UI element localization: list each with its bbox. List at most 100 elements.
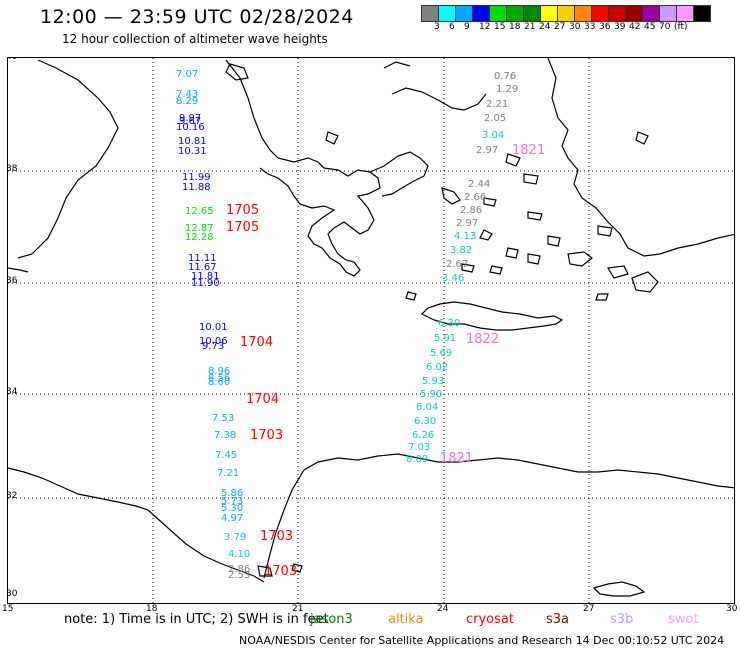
wave-height-label: 8.96 <box>208 366 231 377</box>
x-tick-label: 18 <box>146 604 158 614</box>
wave-height-label: 2.66 <box>464 192 487 203</box>
wave-height-label: 5.91 <box>434 333 457 344</box>
pass-time-label: 1703 <box>264 564 298 579</box>
x-tick-label: 30 <box>726 604 738 614</box>
color-scale-label: 21 <box>524 22 536 32</box>
satellite-legend-item: cryosat <box>466 612 514 627</box>
wave-height-label: 11.88 <box>182 182 211 193</box>
color-scale-label: 42 <box>629 22 641 32</box>
color-scale-label: 27 <box>554 22 566 32</box>
wave-height-label: 2.86 <box>228 564 251 575</box>
wave-height-label: 2.97 <box>456 218 479 229</box>
color-scale-label: 18 <box>509 22 521 32</box>
color-swatch <box>540 5 558 22</box>
wave-height-label: 12.87 <box>185 223 214 234</box>
x-tick-label: 24 <box>437 604 449 614</box>
y-tick-label: 34 <box>7 387 18 397</box>
wave-height-label: 2.67 <box>446 259 469 270</box>
wave-height-label: 8.29 <box>176 96 199 107</box>
wave-height-label: 4.10 <box>228 549 251 560</box>
wave-height-label: 8.09 <box>406 454 429 465</box>
color-scale-label: 33 <box>584 22 596 32</box>
satellite-legend-item: s3a <box>546 612 570 627</box>
wave-height-label: 5.73 <box>221 496 244 507</box>
pass-time-label: 1705 <box>226 203 260 218</box>
wave-height-label: 5.93 <box>422 376 445 387</box>
wave-height-label: 10.06 <box>199 336 228 347</box>
wave-height-label: 11.90 <box>191 278 220 289</box>
color-swatch <box>523 5 541 22</box>
wave-height-label: 7.53 <box>212 413 235 424</box>
color-scale-label: 9 <box>464 22 470 32</box>
color-scale-label: 39 <box>614 22 626 32</box>
coastline-map <box>8 58 734 603</box>
color-swatch <box>472 5 490 22</box>
color-swatch <box>676 5 694 22</box>
pass-time-label: 1705 <box>226 220 260 235</box>
wave-height-label: 5.86 <box>221 488 244 499</box>
color-scale-label: (ft) <box>674 22 688 32</box>
x-tick-label: 15 <box>2 604 14 614</box>
wave-height-label: 5.30 <box>221 503 244 514</box>
pass-time-label: 1703 <box>250 428 284 443</box>
wave-height-label: 7.03 <box>408 442 431 453</box>
color-scale-label: 45 <box>644 22 656 32</box>
wave-height-label: 10.16 <box>176 122 205 133</box>
wave-height-label: 10.01 <box>199 322 228 333</box>
satellite-legend-item: altika <box>388 612 424 627</box>
color-scale-label: 6 <box>449 22 455 32</box>
wave-height-label: 11.99 <box>182 172 211 183</box>
color-swatch <box>438 5 456 22</box>
color-swatch <box>591 5 609 22</box>
x-tick-label: 27 <box>583 604 595 614</box>
wave-height-label: 2.86 <box>460 205 483 216</box>
color-swatch <box>557 5 575 22</box>
wave-height-label: 6.02 <box>426 362 449 373</box>
y-tick-label: 30 <box>7 589 18 599</box>
pass-time-label: 1704 <box>246 392 280 407</box>
x-tick-label: 21 <box>292 604 304 614</box>
wave-height-label: 1.29 <box>496 84 519 95</box>
credit-line: NOAA/NESDIS Center for Satellite Applica… <box>239 634 725 647</box>
color-scale-bar <box>421 5 711 22</box>
color-swatch <box>574 5 592 22</box>
wave-height-label: 8.56 <box>208 373 231 384</box>
color-swatch <box>625 5 643 22</box>
color-swatch <box>489 5 507 22</box>
color-scale-label: 70 <box>659 22 671 32</box>
wave-height-label: 2.05 <box>484 113 507 124</box>
wave-height-label: 4.97 <box>221 513 244 524</box>
satellite-legend-item: jason3 <box>310 612 353 627</box>
wave-height-label: 5.69 <box>430 348 453 359</box>
wave-height-label: 2.53 <box>228 570 251 581</box>
wave-height-label: 9.67 <box>179 116 202 127</box>
color-scale-label: 36 <box>599 22 611 32</box>
wave-height-label: 10.31 <box>178 146 207 157</box>
pass-time-label: 1822 <box>466 332 500 347</box>
wave-height-label: 7.43 <box>176 89 199 100</box>
wave-height-label: 3.79 <box>224 532 247 543</box>
wave-height-label: 2.97 <box>476 145 499 156</box>
wave-height-label: 6.26 <box>412 430 435 441</box>
wave-height-label: 7.21 <box>217 468 240 479</box>
y-tick-label: 32 <box>7 491 18 501</box>
y-tick-label: 38 <box>7 164 18 174</box>
map-panel: 40 38 36 34 32 30 7.07 7.43 8.29 9.97 9.67 10… <box>7 57 735 604</box>
wave-height-label: 11.67 <box>188 262 217 273</box>
wave-height-label: 10.81 <box>178 136 207 147</box>
satellite-legend-item: s3b <box>610 612 634 627</box>
wave-height-label: 6.04 <box>416 402 439 413</box>
pass-time-label: 1703 <box>260 529 294 544</box>
color-scale-label: 24 <box>539 22 551 32</box>
wave-height-label: 3.46 <box>442 273 465 284</box>
wave-height-label: 8.60 <box>208 377 231 388</box>
wave-height-label: 2.44 <box>468 179 491 190</box>
color-swatch <box>506 5 524 22</box>
wave-height-label: 9.97 <box>179 113 202 124</box>
wave-height-label: 7.45 <box>215 450 238 461</box>
wave-height-label: 7.07 <box>176 69 199 80</box>
wave-height-label: 0.76 <box>494 71 517 82</box>
wave-height-label: 6.30 <box>438 318 461 329</box>
color-swatch <box>659 5 677 22</box>
page-subtitle: 12 hour collection of altimeter wave hei… <box>62 32 328 46</box>
